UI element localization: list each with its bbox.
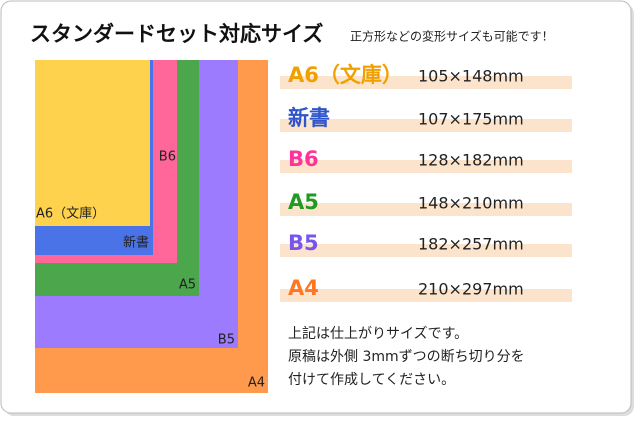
- size-name: B6: [288, 147, 319, 171]
- size-name: B5: [288, 231, 319, 255]
- title: スタンダードセット対応サイズ: [30, 22, 323, 46]
- size-name: A5: [288, 190, 319, 214]
- note-line: 付けて作成してください。: [288, 372, 455, 388]
- sheet-label: A5: [179, 278, 196, 293]
- size-name: A6（文庫）: [288, 63, 403, 87]
- a6-sheet: [35, 60, 150, 226]
- size-dimensions: 128×182mm: [418, 151, 524, 170]
- row-stripe: [280, 119, 572, 132]
- sheet-label: A4: [248, 376, 265, 391]
- size-dimensions: 105×148mm: [418, 67, 524, 86]
- subtitle: 正方形などの変形サイズも可能です！: [350, 29, 554, 44]
- size-name: 新書: [288, 106, 330, 130]
- sheet-label: B5: [218, 333, 235, 348]
- row-stripe: [280, 160, 572, 173]
- size-dimensions: 182×257mm: [418, 235, 524, 254]
- size-dimensions: 210×297mm: [418, 280, 524, 299]
- sheet-label: 新書: [123, 235, 149, 251]
- row-stripe: [280, 203, 572, 216]
- row-stripe: [280, 289, 572, 302]
- row-stripe: [280, 76, 572, 89]
- size-dimensions: 107×175mm: [418, 110, 524, 129]
- row-stripe: [280, 244, 572, 257]
- size-name: A4: [288, 276, 319, 300]
- sheet-label: B6: [159, 150, 176, 165]
- sheet-label: A6（文庫）: [36, 207, 105, 222]
- note-line: 上記は仕上がりサイズです。: [288, 325, 468, 342]
- size-dimensions: 148×210mm: [418, 194, 524, 213]
- note-line: 原稿は外側 3mmずつの断ち切り分を: [288, 349, 525, 365]
